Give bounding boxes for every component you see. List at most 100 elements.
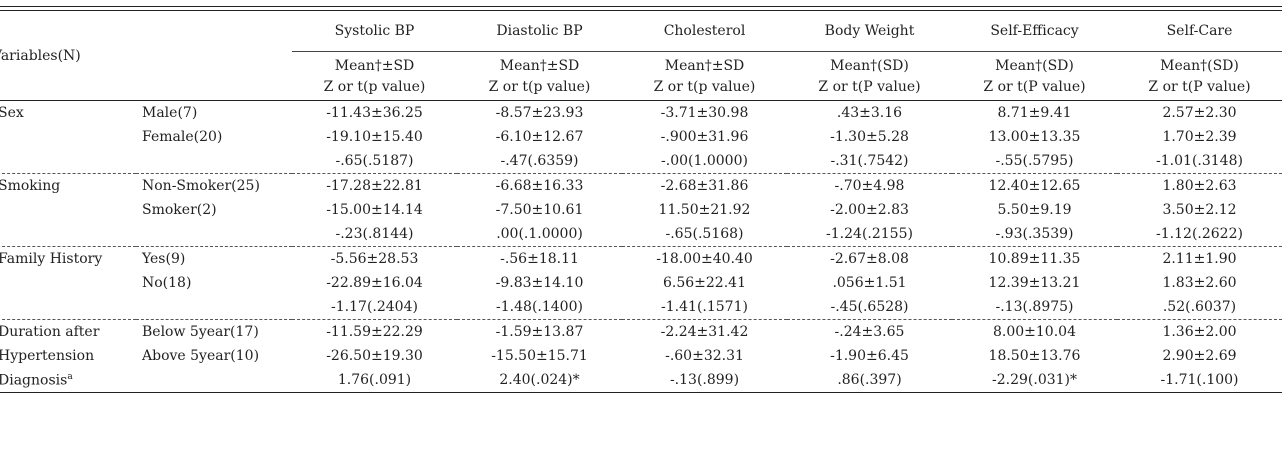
value-cell: -9.83±14.10 (495, 275, 584, 291)
value-cell: -19.10±15.40 (326, 129, 423, 145)
table-row: -.23(.8144) .00(.1.0000) -.65(.5168) -1.24(… (0, 222, 1282, 247)
value-cell: -5.56±28.53 (330, 251, 419, 267)
value-cell: -.00(1.0000) (622, 149, 787, 174)
value-cell: -15.50±15.71 (491, 348, 588, 364)
value-cell: -.45(.6528) (787, 295, 952, 320)
value-cell: 2.90±2.69 (1162, 348, 1237, 364)
variable-cell (0, 198, 136, 222)
category-cell: Yes(9) (142, 251, 186, 267)
col-header-stat: Mean†(SD) Z or t(P value) (1117, 52, 1282, 101)
test-label: Z or t(P value) (983, 79, 1086, 95)
value-cell: -1.12(.2622) (1117, 222, 1282, 247)
variable-label: Smoking (0, 178, 61, 194)
col-header-name: Diastolic BP (457, 11, 622, 52)
value-cell: 11.50±21.92 (658, 202, 751, 218)
test-label: Z or t(p value) (653, 79, 756, 95)
variable-label: Diagnosis (0, 372, 68, 389)
value-cell: 13.00±13.35 (988, 129, 1081, 145)
col-header-stat: Mean†(SD) Z or t(P value) (787, 52, 952, 101)
value-cell: -1.90±6.45 (830, 348, 909, 364)
value-cell: -1.30±5.28 (830, 129, 909, 145)
col-header-name: Cholesterol (622, 11, 787, 52)
col-header-stat: Mean†(SD) Z or t(P value) (952, 52, 1117, 101)
value-cell: 1.80±2.63 (1162, 178, 1237, 194)
value-cell: -26.50±19.30 (326, 348, 423, 364)
top-rule (0, 6, 1282, 11)
category-cell: Above 5year(10) (142, 348, 260, 364)
col-header-name: Self-Efficacy (952, 11, 1117, 52)
value-cell: .056±1.51 (832, 275, 907, 291)
table-body: Sex Male(7) -11.43±36.25 -8.57±23.93 -3.71±3… (0, 101, 1282, 393)
value-cell: .52(.6037) (1117, 295, 1282, 320)
value-cell: -1.71(.100) (1117, 368, 1282, 393)
variable-label: Family History (0, 251, 103, 267)
value-cell: 3.50±2.12 (1162, 202, 1237, 218)
value-cell: .43±3.16 (836, 105, 903, 121)
variables-header: Variables(N) (0, 47, 81, 64)
value-cell: -.65(.5168) (622, 222, 787, 247)
variable-cell: Sex (0, 101, 136, 126)
category-cell: Smoker(2) (142, 202, 217, 218)
table-row: Duration after Below 5year(17) -11.59±22.2… (0, 320, 1282, 345)
value-cell: -.23(.8144) (292, 222, 457, 247)
category-cell: Female(20) (142, 129, 223, 145)
value-cell: -.900±31.96 (660, 129, 749, 145)
category-cell (136, 368, 292, 393)
value-cell: -.55(.5795) (952, 149, 1117, 174)
variable-cell: Hypertension (0, 344, 136, 368)
stat-label: Mean†(SD) (995, 58, 1074, 74)
value-cell: -2.00±2.83 (830, 202, 909, 218)
category-cell: Male(7) (142, 105, 198, 121)
value-cell: -18.00±40.40 (656, 251, 753, 267)
results-table: Variables(N) Systolic BP Diastolic BP Ch… (0, 6, 1282, 393)
value-cell: -1.41(.1571) (622, 295, 787, 320)
value-cell: 12.40±12.65 (988, 178, 1081, 194)
value-cell: -3.71±30.98 (660, 105, 749, 121)
table-row: No(18) -22.89±16.04 -9.83±14.10 6.56±22.41.… (0, 271, 1282, 295)
value-cell: -.13(.8975) (952, 295, 1117, 320)
stat-label: Mean†(SD) (830, 58, 909, 74)
value-cell: -11.43±36.25 (326, 105, 423, 121)
value-cell: -2.67±8.08 (830, 251, 909, 267)
value-cell: -15.00±14.14 (326, 202, 423, 218)
table-row: Hypertension Above 5year(10) -26.50±19.30 -… (0, 344, 1282, 368)
col-header-name: Systolic BP (292, 11, 457, 52)
category-cell (136, 295, 292, 320)
value-cell: 1.76(.091) (292, 368, 457, 393)
table-row: Sex Male(7) -11.43±36.25 -8.57±23.93 -3.71±3… (0, 101, 1282, 126)
test-label: Z or t(P value) (818, 79, 921, 95)
stat-label: Mean†±SD (664, 58, 745, 74)
variable-label: Duration after (0, 324, 100, 340)
value-cell: 1.83±2.60 (1162, 275, 1237, 291)
table-row: Female(20) -19.10±15.40 -6.10±12.67 -.900±3… (0, 125, 1282, 149)
value-cell: -6.10±12.67 (495, 129, 584, 145)
value-cell: -1.24(.2155) (787, 222, 952, 247)
header-row-stats: Mean†±SD Z or t(p value) Mean†±SD Z or t(p… (0, 52, 1282, 101)
results-table-wrapper: Variables(N) Systolic BP Diastolic BP Ch… (0, 6, 1282, 393)
col-header-stat: Mean†±SD Z or t(p value) (622, 52, 787, 101)
value-cell: -1.01(.3148) (1117, 149, 1282, 174)
value-cell: -.60±32.31 (665, 348, 744, 364)
value-cell: 2.57±2.30 (1162, 105, 1237, 121)
variable-cell: Diagnosisa (0, 368, 136, 393)
value-cell: 2.11±1.90 (1162, 251, 1237, 267)
value-cell: -.47(.6359) (457, 149, 622, 174)
test-label: Z or t(p value) (488, 79, 591, 95)
test-label: Z or t(P value) (1148, 79, 1251, 95)
value-cell: -.31(.7542) (787, 149, 952, 174)
value-cell: 2.40(.024)* (457, 368, 622, 393)
category-header (136, 11, 292, 100)
variable-cell: Smoking (0, 174, 136, 199)
stat-label: Mean†(SD) (1160, 58, 1239, 74)
value-cell: -2.68±31.86 (660, 178, 749, 194)
category-cell: No(18) (142, 275, 192, 291)
col-header-stat: Mean†±SD Z or t(p value) (292, 52, 457, 101)
value-cell: -2.29(.031)* (952, 368, 1117, 393)
value-cell: -.13(.899) (622, 368, 787, 393)
value-cell: -2.24±31.42 (660, 324, 749, 340)
table-row: -1.17(.2404) -1.48(.1400) -1.41(.1571) -.45… (0, 295, 1282, 320)
value-cell: .86(.397) (787, 368, 952, 393)
variable-label: Hypertension (0, 348, 95, 364)
footnote-marker: a (67, 371, 73, 382)
top-rule-2 (0, 10, 1282, 11)
